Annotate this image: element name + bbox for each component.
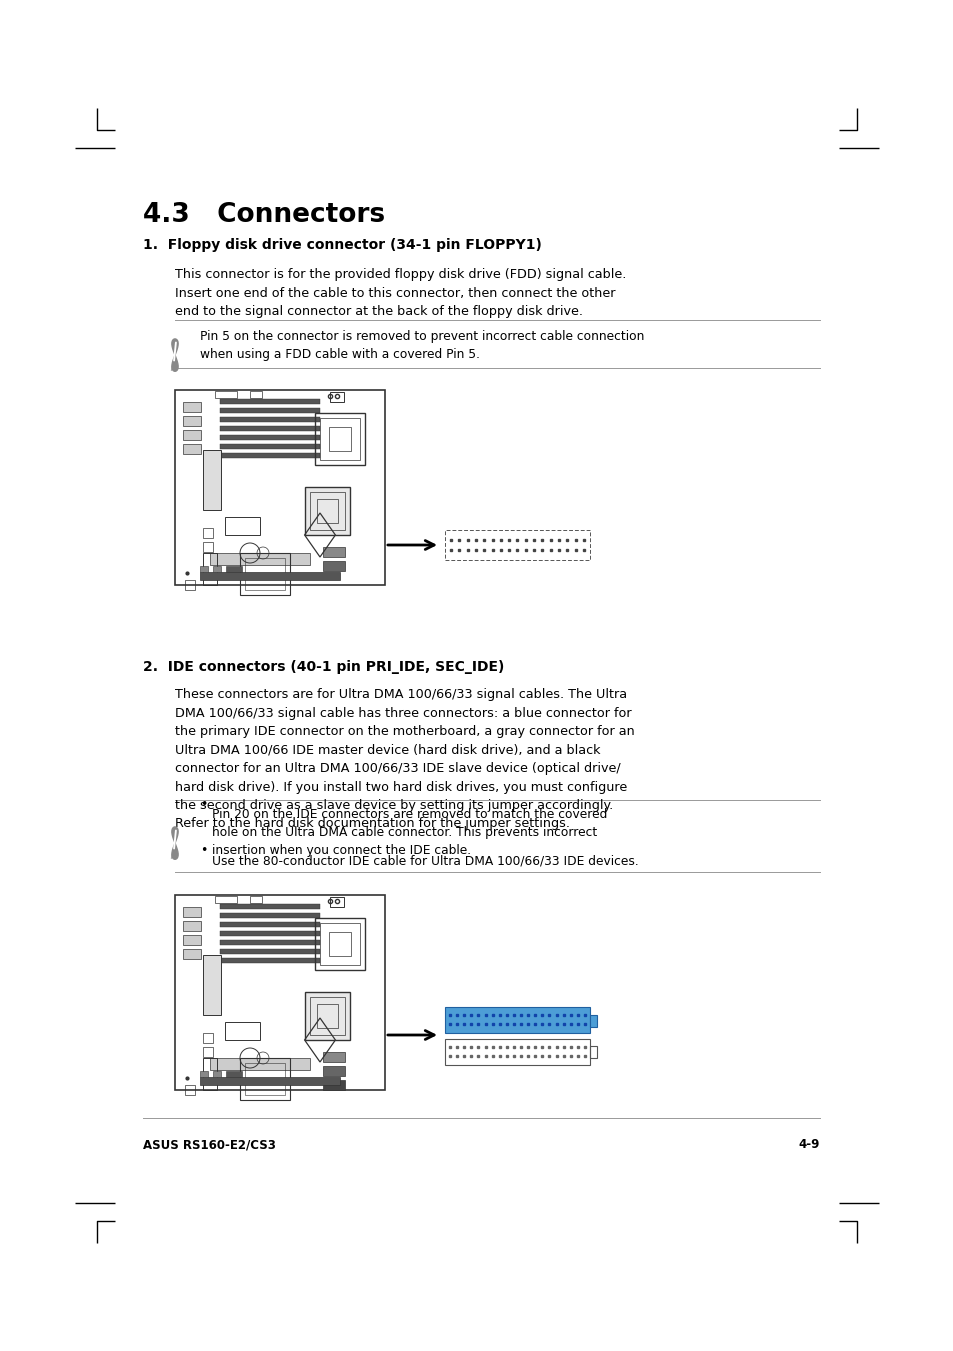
Bar [220, 417, 319, 422]
Bar [225, 1021, 260, 1040]
Bar [316, 499, 337, 523]
Bar [220, 444, 319, 449]
Bar [203, 1034, 213, 1043]
Text: 4-9: 4-9 [798, 1138, 820, 1151]
Bar [589, 1015, 597, 1027]
Text: 1.  Floppy disk drive connector (34-1 pin FLOPPY1): 1. Floppy disk drive connector (34-1 pin… [143, 238, 541, 253]
Bar [330, 897, 344, 907]
Bar [314, 917, 365, 970]
Bar [250, 896, 262, 902]
Text: Pin 5 on the connector is removed to prevent incorrect cable connection
when usi: Pin 5 on the connector is removed to pre… [200, 330, 643, 361]
Bar [226, 1071, 242, 1077]
Bar [444, 1006, 589, 1034]
Bar [183, 935, 201, 944]
Bar [203, 450, 221, 509]
Polygon shape [172, 339, 178, 372]
Bar [316, 1004, 337, 1028]
Bar [323, 547, 345, 557]
Text: 4.3   Connectors: 4.3 Connectors [143, 203, 385, 228]
Bar [183, 416, 201, 426]
Bar [213, 566, 221, 571]
Text: This connector is for the provided floppy disk drive (FDD) signal cable.
Insert : This connector is for the provided flopp… [174, 267, 626, 317]
Bar [444, 1039, 589, 1065]
Bar [203, 553, 216, 585]
Text: These connectors are for Ultra DMA 100/66/33 signal cables. The Ultra
DMA 100/66: These connectors are for Ultra DMA 100/6… [174, 688, 634, 831]
Bar [183, 907, 201, 917]
Bar [210, 1058, 310, 1070]
Bar [200, 1071, 208, 1077]
Bar [220, 435, 319, 440]
Bar [203, 1058, 216, 1090]
Bar [319, 417, 359, 459]
Bar [330, 392, 344, 403]
Bar [183, 948, 201, 959]
Bar [245, 1063, 285, 1096]
Bar [310, 492, 345, 530]
Bar [323, 1052, 345, 1062]
Bar [329, 427, 351, 451]
Bar [214, 390, 236, 399]
Bar [240, 1058, 290, 1100]
Bar [220, 958, 319, 963]
Bar [203, 528, 213, 538]
Bar [203, 955, 221, 1015]
Bar [323, 1079, 345, 1090]
Bar [200, 1077, 339, 1085]
Text: ASUS RS160-E2/CS3: ASUS RS160-E2/CS3 [143, 1138, 275, 1151]
Text: Pin 20 on the IDE connectors are removed to match the covered
hole on the Ultra : Pin 20 on the IDE connectors are removed… [212, 808, 607, 857]
Bar [220, 948, 319, 954]
Bar [310, 997, 345, 1035]
Bar [200, 571, 339, 580]
Bar [226, 566, 242, 571]
Bar [185, 1085, 194, 1096]
Bar [245, 558, 285, 590]
Bar [323, 561, 345, 571]
Text: Use the 80-conductor IDE cable for Ultra DMA 100/66/33 IDE devices.: Use the 80-conductor IDE cable for Ultra… [212, 854, 639, 867]
Bar [220, 931, 319, 936]
Bar [444, 530, 589, 561]
Bar [174, 390, 385, 585]
Bar [214, 896, 236, 902]
Bar [220, 940, 319, 944]
Bar [220, 904, 319, 909]
Bar [203, 1047, 213, 1056]
Bar [213, 1071, 221, 1077]
Bar [220, 426, 319, 431]
Bar [305, 486, 350, 535]
Bar [200, 566, 208, 571]
Bar [210, 553, 310, 565]
Bar [319, 923, 359, 965]
Bar [220, 921, 319, 927]
Bar [314, 413, 365, 465]
Bar [323, 1066, 345, 1075]
Text: •: • [200, 798, 207, 811]
Bar [183, 444, 201, 454]
Bar [183, 921, 201, 931]
Bar [174, 894, 385, 1090]
Bar [220, 453, 319, 458]
Bar [329, 932, 351, 957]
Text: 2.  IDE connectors (40-1 pin PRI_IDE, SEC_IDE): 2. IDE connectors (40-1 pin PRI_IDE, SEC… [143, 661, 504, 674]
Polygon shape [172, 827, 178, 859]
Bar [589, 1046, 597, 1058]
Bar [250, 390, 262, 399]
Bar [225, 517, 260, 535]
Bar [240, 553, 290, 594]
Bar [220, 399, 319, 404]
Bar [183, 430, 201, 440]
Bar [185, 580, 194, 590]
Bar [220, 913, 319, 917]
Bar [203, 542, 213, 553]
Bar [220, 408, 319, 413]
Bar [183, 403, 201, 412]
Bar [305, 992, 350, 1040]
Text: •: • [200, 844, 207, 857]
